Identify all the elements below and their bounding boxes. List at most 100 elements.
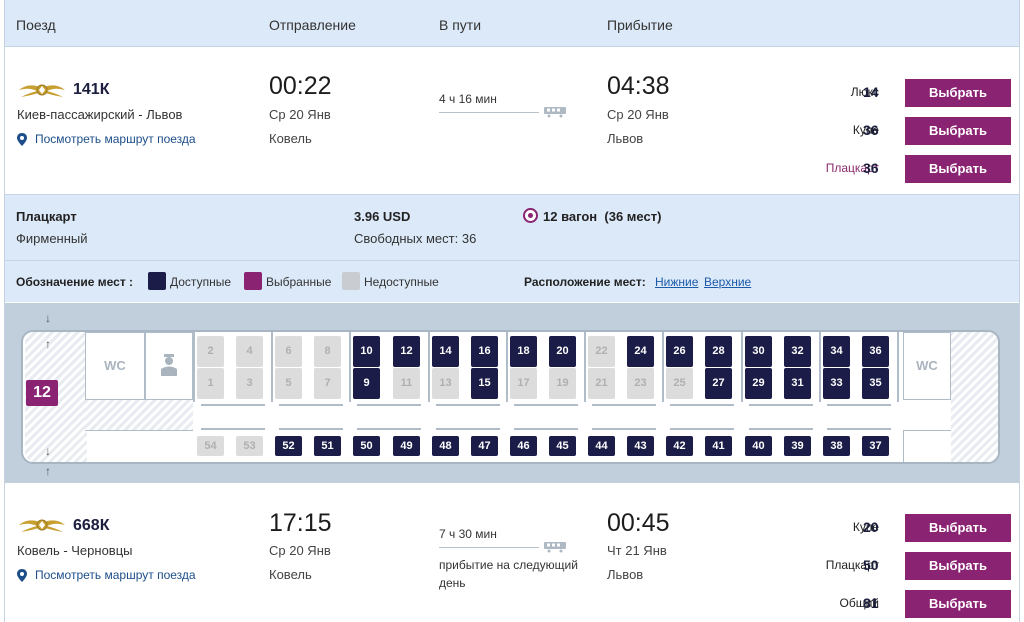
- seat-lower-29[interactable]: 29: [745, 368, 772, 399]
- seat-upper-6: 6: [275, 336, 302, 367]
- seat-side-45[interactable]: 45: [549, 436, 576, 456]
- seat-side-44[interactable]: 44: [588, 436, 615, 456]
- seat-upper-12[interactable]: 12: [393, 336, 420, 367]
- seat-side-52[interactable]: 52: [275, 436, 302, 456]
- seat-side-40[interactable]: 40: [745, 436, 772, 456]
- seat-upper-24[interactable]: 24: [627, 336, 654, 367]
- arrow-down-icon: ↑: [45, 464, 51, 478]
- seat-side-48[interactable]: 48: [432, 436, 459, 456]
- side-table: [827, 428, 891, 430]
- compartment-divider: [662, 332, 664, 402]
- view-route-link[interactable]: Посмотреть маршрут поезда: [17, 568, 196, 582]
- seat-side-49[interactable]: 49: [393, 436, 420, 456]
- compartment-divider: [584, 332, 586, 402]
- select-platzkart-button[interactable]: Выбрать: [905, 155, 1011, 183]
- seat-upper-26[interactable]: 26: [666, 336, 693, 367]
- seat-side-46[interactable]: 46: [510, 436, 537, 456]
- seat-lower-13: 13: [432, 368, 459, 399]
- seat-upper-10[interactable]: 10: [353, 336, 380, 367]
- class-lux-label: Люкс: [850, 85, 879, 99]
- depart-date: Ср 20 Янв: [269, 107, 331, 122]
- seat-lower-31[interactable]: 31: [784, 368, 811, 399]
- upper-seats-link[interactable]: Верхние: [704, 275, 752, 289]
- wagon-select-label[interactable]: 12 вагон (36 мест): [543, 209, 661, 224]
- seat-lower-23: 23: [627, 368, 654, 399]
- arrive-time: 00:45: [607, 509, 670, 537]
- compartment-table: [670, 404, 734, 406]
- depart-station: Ковель: [269, 567, 312, 582]
- select-general-button[interactable]: Выбрать: [905, 590, 1011, 618]
- col-arrive[interactable]: Прибытие: [607, 17, 673, 33]
- lower-seats-link[interactable]: Нижние: [655, 275, 699, 289]
- view-route-label: Посмотреть маршрут поезда: [35, 132, 196, 146]
- wagon-car: ↑ ↓ WC WC 2 1 4 3 6 5 8 7 10 9 12 11 14 13 16 15 18 17 20 1…: [21, 330, 1000, 464]
- conductor-room: [145, 332, 193, 400]
- seat-upper-32[interactable]: 32: [784, 336, 811, 367]
- col-travel[interactable]: В пути: [439, 17, 482, 33]
- seat-upper-20[interactable]: 20: [549, 336, 576, 367]
- arrive-station: Львов: [607, 567, 644, 582]
- seat-lower-27[interactable]: 27: [705, 368, 732, 399]
- seat-lower-5: 5: [275, 368, 302, 399]
- class-kupe-count: 20: [863, 519, 879, 535]
- legend-selected: Выбранные: [266, 275, 332, 289]
- entry-arrow-up-icon: ↑: [45, 337, 51, 351]
- seat-side-47[interactable]: 47: [471, 436, 498, 456]
- select-kupe-button[interactable]: Выбрать: [905, 117, 1011, 145]
- compartment-table: [357, 404, 421, 406]
- compartment-divider: [428, 332, 430, 402]
- duration-line: [439, 112, 539, 113]
- compartment-table: [201, 404, 265, 406]
- seat-upper-14[interactable]: 14: [432, 336, 459, 367]
- seat-upper-2: 2: [197, 336, 224, 367]
- wagon-subtype: Фирменный: [16, 231, 88, 246]
- seat-upper-30[interactable]: 30: [745, 336, 772, 367]
- class-kupe-label: Купе: [852, 520, 879, 534]
- compartment-table: [827, 404, 891, 406]
- compartment-divider: [897, 332, 899, 402]
- seat-side-54: 54: [197, 436, 224, 456]
- side-table: [514, 428, 578, 430]
- legend-available-swatch: [148, 272, 166, 290]
- seat-lower-9[interactable]: 9: [353, 368, 380, 399]
- seat-upper-4: 4: [236, 336, 263, 367]
- select-lux-button[interactable]: Выбрать: [905, 79, 1011, 107]
- train-row-668k: 668К Ковель - Черновцы Посмотреть маршру…: [5, 483, 1019, 622]
- seat-upper-34[interactable]: 34: [823, 336, 850, 367]
- seat-lower-1: 1: [197, 368, 224, 399]
- select-kupe-button[interactable]: Выбрать: [905, 514, 1011, 542]
- train-route: Киев-пассажирский - Львов: [17, 107, 183, 122]
- seat-upper-18[interactable]: 18: [510, 336, 537, 367]
- seat-side-50[interactable]: 50: [353, 436, 380, 456]
- train-number: 668К: [73, 517, 110, 534]
- seat-upper-16[interactable]: 16: [471, 336, 498, 367]
- class-platzkart-label: Плацкарт: [825, 161, 879, 175]
- side-table: [279, 428, 343, 430]
- seat-side-43[interactable]: 43: [627, 436, 654, 456]
- seat-upper-28[interactable]: 28: [705, 336, 732, 367]
- seat-lower-35[interactable]: 35: [862, 368, 889, 399]
- view-route-link[interactable]: Посмотреть маршрут поезда: [17, 132, 196, 146]
- train-number: 141К: [73, 81, 110, 98]
- seat-side-37[interactable]: 37: [862, 436, 889, 456]
- select-platzkart-button[interactable]: Выбрать: [905, 552, 1011, 580]
- seat-side-38[interactable]: 38: [823, 436, 850, 456]
- next-day-arrival: прибытие на следующий день: [439, 558, 578, 590]
- seat-lower-19: 19: [549, 368, 576, 399]
- conductor-icon: [161, 354, 177, 376]
- class-kupe-count: 36: [863, 122, 879, 138]
- seat-lower-7: 7: [314, 368, 341, 399]
- seat-lower-15[interactable]: 15: [471, 368, 498, 399]
- seat-side-42[interactable]: 42: [666, 436, 693, 456]
- col-depart[interactable]: Отправление: [269, 17, 356, 33]
- seat-upper-36[interactable]: 36: [862, 336, 889, 367]
- wagon-radio[interactable]: [523, 208, 538, 223]
- seat-side-39[interactable]: 39: [784, 436, 811, 456]
- seat-lower-33[interactable]: 33: [823, 368, 850, 399]
- wc-right: WC: [903, 332, 951, 400]
- seat-side-41[interactable]: 41: [705, 436, 732, 456]
- right-side-room: [903, 430, 951, 462]
- seat-side-51[interactable]: 51: [314, 436, 341, 456]
- compartment-table: [514, 404, 578, 406]
- arrive-station: Львов: [607, 131, 644, 146]
